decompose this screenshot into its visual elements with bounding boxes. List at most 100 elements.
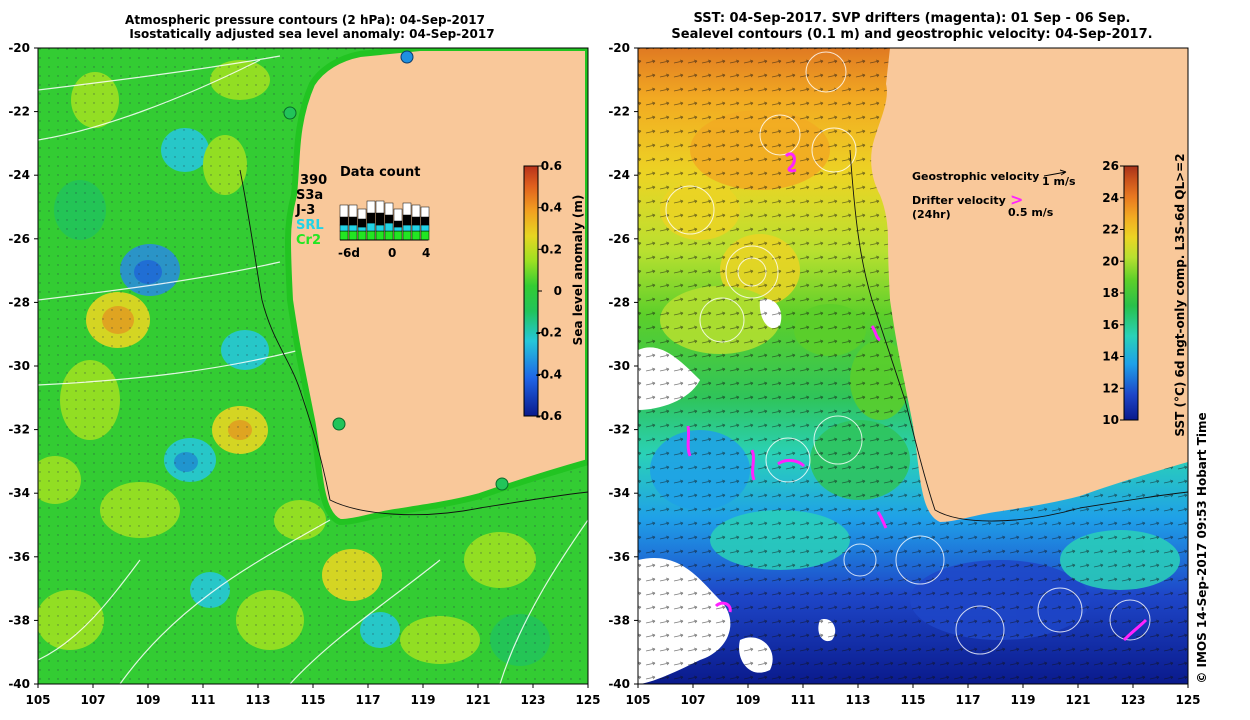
sst-lat-tick-label: -38	[608, 613, 630, 627]
data-count-bar-segment	[348, 204, 358, 218]
sst-colorbar-tick-label: 10	[1102, 413, 1119, 427]
australia-landmass-sst	[871, 48, 1188, 522]
sst-colorbar-tick-label: 16	[1102, 318, 1119, 332]
sst-map	[638, 48, 1188, 684]
sla-lat-tick-label: -30	[8, 359, 30, 373]
data-count-bar-segment	[366, 222, 376, 232]
bathymetry-contour	[239, 169, 588, 516]
left-title-line2: Isostatically adjusted sea level anomaly…	[129, 27, 494, 41]
sst-lon-tick-label: 111	[790, 693, 815, 707]
sla-lat-tick-label: -38	[8, 613, 30, 627]
sst-colorbar	[1123, 165, 1139, 421]
data-count-bar-segment	[375, 200, 385, 214]
mission-label-j3: J-3	[295, 203, 315, 218]
sla-lat-tick-label: -34	[8, 486, 30, 500]
data-count-bar-segment	[375, 212, 385, 226]
sst-lon-tick-label: 113	[845, 693, 870, 707]
data-count-bar-segment	[375, 230, 385, 241]
sst-lat-tick-label: -32	[608, 423, 630, 437]
sst-lon-tick-label: 105	[625, 693, 650, 707]
svp-drifter-tracks	[686, 152, 1148, 642]
data-count-bar-segment	[393, 208, 403, 222]
sla-colorbar-tick-label: 0.6	[541, 159, 562, 173]
drifter-velocity-label: Drifter velocity	[912, 194, 1006, 207]
data-count-bar-segment	[375, 224, 385, 232]
right-title-line2: Sealevel contours (0.1 m) and geostrophi…	[671, 27, 1152, 42]
drifter-scale: 0.5 m/s	[1008, 206, 1054, 219]
data-count-bar-segment	[411, 204, 421, 218]
sst-colorbar-tick-label: 22	[1102, 223, 1119, 237]
sla-lon-tick-label: 109	[135, 693, 160, 707]
sst-lon-tick-label: 119	[1010, 693, 1035, 707]
sla-lat-tick-label: -32	[8, 423, 30, 437]
sst-lon-tick-label: 121	[1065, 693, 1090, 707]
sla-colorbar-tick-label: -0.2	[536, 326, 562, 340]
sst-lat-tick-label: -30	[608, 359, 630, 373]
sst-lat-tick-label: -22	[608, 105, 630, 119]
sst-colorbar-tick-label: 12	[1102, 381, 1119, 395]
sla-lon-tick-label: 111	[190, 693, 215, 707]
data-count-bar-segment	[357, 208, 367, 220]
data-count-total: 390	[300, 173, 327, 188]
data-count-bar-segment	[393, 220, 403, 228]
data-count-axis-end: 4	[422, 246, 430, 260]
sealevel-contours	[665, 51, 1151, 655]
data-count-bar-segment	[420, 216, 430, 226]
sla-map	[38, 48, 588, 684]
data-count-bar-segment	[339, 204, 349, 218]
sst-colorbar-label: SST (°C) 6d ngt-only comp. L3S-6d QL>=2	[1173, 153, 1187, 436]
pressure-contours	[38, 55, 588, 684]
sla-lon-tick-label: 113	[245, 693, 270, 707]
data-count-bar-segment	[339, 216, 349, 226]
data-count-axis-zero: 0	[388, 246, 396, 260]
sst-colorbar-tick-label: 26	[1102, 159, 1119, 173]
data-count-bar-segment	[402, 214, 412, 226]
sst-colorbar-tick-label: 18	[1102, 286, 1119, 300]
sla-colorbar-label: Sea level anomaly (m)	[571, 195, 585, 346]
sst-lat-tick-label: -40	[608, 677, 630, 691]
data-count-bar-segment	[420, 230, 430, 241]
sst-lon-tick-label: 123	[1120, 693, 1145, 707]
drifter-velocity-period: (24hr)	[912, 208, 951, 221]
data-count-bar-segment	[420, 206, 430, 218]
sla-lat-tick-label: -40	[8, 677, 30, 691]
data-count-bar-segment	[393, 226, 403, 232]
sla-colorbar-tick-label: 0	[554, 284, 562, 298]
data-count-bar-segment	[348, 230, 358, 241]
sla-colorbar-tick-label: 0.2	[541, 242, 562, 256]
data-count-bar-segment	[357, 218, 367, 228]
sla-lat-tick-label: -22	[8, 105, 30, 119]
tide-gauge-marker	[495, 477, 509, 491]
sla-lon-tick-label: 119	[410, 693, 435, 707]
imos-credit: © IMOS 14-Sep-2017 09:53 Hobart Time	[1195, 412, 1209, 683]
sla-lon-tick-label: 117	[355, 693, 380, 707]
mission-label-srl: SRL	[296, 218, 324, 233]
data-count-bar-segment	[411, 216, 421, 226]
sla-colorbar-tick-label: -0.4	[536, 367, 562, 381]
sla-lon-tick-label: 115	[300, 693, 325, 707]
data-count-bar-segment	[357, 230, 367, 241]
sst-map-axes: -20 -22 -24 -26 -28 -30 -32 -34 -36 -38 -40 105 107 1…	[608, 41, 1200, 707]
sla-colorbar-tick-label: 0.4	[541, 201, 562, 215]
left-title-line1: Atmospheric pressure contours (2 hPa): 0…	[125, 13, 485, 27]
data-count-bar-segment	[348, 216, 358, 226]
sla-lat-tick-label: -28	[8, 295, 30, 309]
data-count-inset: 390 Data count S3a J-3 SRL Cr2 -6d 0 4	[295, 165, 430, 260]
geostrophic-velocity-label: Geostrophic velocity	[912, 170, 1039, 183]
mission-label-s3a: S3a	[296, 188, 323, 203]
sla-lon-tick-label: 123	[520, 693, 545, 707]
sla-lon-tick-label: 125	[575, 693, 600, 707]
data-count-bar-segment	[393, 230, 403, 241]
sst-lat-tick-label: -20	[608, 41, 630, 55]
sla-lon-tick-label: 105	[25, 693, 50, 707]
data-count-bar-segment	[420, 224, 430, 232]
tide-gauge-marker	[400, 50, 414, 64]
sla-lat-tick-label: -24	[8, 168, 30, 182]
right-title-line1: SST: 04-Sep-2017. SVP drifters (magenta)…	[694, 11, 1131, 26]
mission-label-cr2: Cr2	[296, 233, 321, 248]
data-count-bars	[339, 200, 430, 241]
data-count-bar-segment	[366, 212, 376, 224]
data-count-bar-segment	[384, 222, 394, 232]
sst-lon-tick-label: 117	[955, 693, 980, 707]
